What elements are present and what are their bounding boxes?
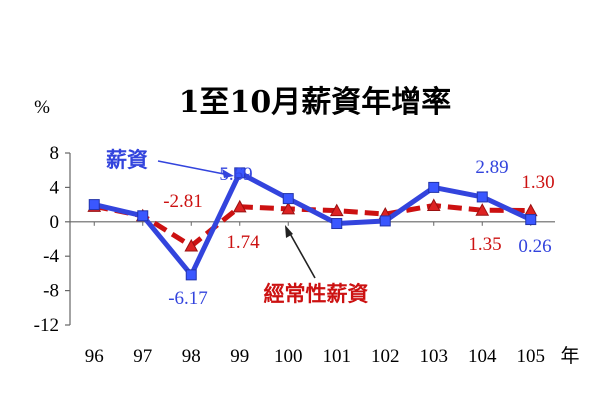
arrow-regular-wages (287, 229, 316, 279)
x-tick-label: 101 (323, 346, 352, 367)
x-tick-label: 103 (420, 346, 449, 367)
data-label: 2.89 (475, 157, 508, 178)
chart-title: 1至10月薪資年增率 (179, 85, 452, 120)
arrowhead-regular-wages (285, 225, 293, 238)
data-point-wages (88, 199, 100, 211)
x-tick-label: 96 (85, 346, 104, 367)
data-point-wages (379, 215, 391, 227)
data-point-regular-wages (329, 203, 344, 217)
data-label: 1.35 (468, 234, 501, 255)
x-tick-label: 100 (274, 346, 303, 367)
data-point-regular-wages (281, 201, 296, 215)
x-tick-label: 99 (230, 346, 249, 367)
data-point-wages (525, 214, 537, 226)
data-point-regular-wages (523, 203, 538, 217)
y-tick-label: 0 (50, 212, 60, 233)
data-label: 1.74 (226, 232, 260, 253)
data-point-wages (282, 193, 294, 205)
x-tick-label: 105 (517, 346, 546, 367)
data-label: 5.69 (219, 164, 252, 185)
data-label: -6.17 (168, 288, 208, 309)
data-point-regular-wages (475, 203, 490, 216)
legend-label-wages: 薪資 (106, 147, 148, 172)
data-point-wages (185, 269, 197, 281)
x-tick-label: 104 (468, 346, 497, 367)
axes: 8 4 0 -4 -8 -12 96 97 98 99 100 101 102 103 104 105 (34, 143, 555, 367)
y-tick-label: -12 (34, 315, 59, 336)
data-label: 0.26 (518, 236, 551, 257)
y-tick-label: 4 (50, 177, 60, 198)
data-point-wages (331, 218, 343, 230)
data-point-wages (137, 210, 149, 222)
series-group (87, 167, 538, 281)
data-label: -2.81 (163, 191, 203, 212)
data-point-wages (476, 191, 488, 203)
x-tick-label: 97 (133, 346, 152, 367)
y-tick-label: -4 (43, 246, 59, 267)
x-tick-label: 102 (371, 346, 400, 367)
arrow-wages (157, 160, 230, 176)
y-tick-label: -8 (43, 281, 59, 302)
arrowhead-wages (222, 169, 234, 178)
data-point-regular-wages (184, 238, 199, 252)
legend-label-regular-wages: 經常性薪資 (264, 281, 369, 306)
y-axis-label: % (34, 97, 50, 118)
y-tick-label: 8 (50, 143, 60, 164)
data-label: 1.30 (521, 172, 554, 193)
data-point-regular-wages (232, 199, 247, 213)
data-point-wages (234, 167, 246, 179)
x-tick-label: 98 (182, 346, 201, 367)
data-point-wages (428, 181, 440, 193)
data-point-regular-wages (426, 198, 441, 211)
x-axis-unit: 年 (560, 345, 579, 367)
series-line-wages (93, 170, 532, 278)
